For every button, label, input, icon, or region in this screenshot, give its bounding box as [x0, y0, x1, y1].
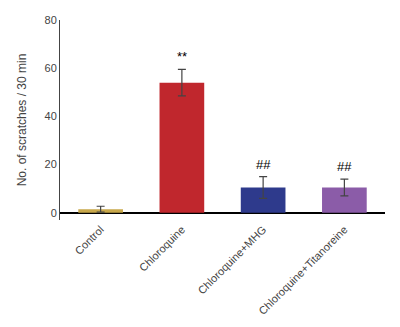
svg-text:##: ##	[337, 159, 352, 174]
svg-text:Chloroquine: Chloroquine	[137, 223, 187, 273]
svg-text:**: **	[177, 49, 187, 64]
svg-text:60: 60	[45, 62, 57, 74]
svg-text:Chloroquine+Titanoreine: Chloroquine+Titanoreine	[256, 223, 350, 317]
svg-text:Control: Control	[72, 223, 106, 257]
svg-text:20: 20	[45, 158, 57, 170]
svg-text:##: ##	[256, 157, 271, 172]
svg-text:0: 0	[51, 207, 57, 219]
svg-text:80: 80	[45, 14, 57, 26]
svg-text:No. of scratches / 30 min: No. of scratches / 30 min	[15, 54, 29, 187]
svg-text:40: 40	[45, 110, 57, 122]
svg-text:Chloroquine+MHG: Chloroquine+MHG	[195, 223, 268, 296]
